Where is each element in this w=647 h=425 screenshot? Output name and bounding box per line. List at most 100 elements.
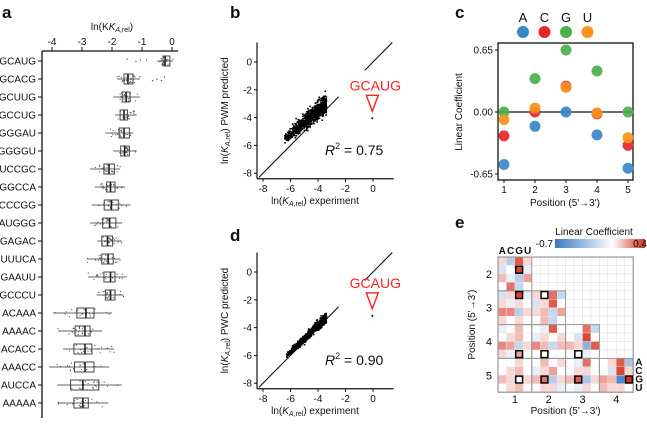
jitter-point — [119, 259, 121, 261]
grid-cell — [590, 282, 600, 292]
heatmap-cell — [557, 332, 566, 342]
jitter-point — [66, 404, 68, 406]
heatmap-cell — [531, 375, 541, 384]
y-tick-label: -6 — [243, 141, 252, 152]
jitter-point — [108, 313, 110, 315]
data-point — [294, 134, 296, 137]
data-point — [298, 130, 300, 132]
heatmap-cell — [548, 366, 558, 376]
jitter-point — [57, 401, 59, 404]
data-point — [321, 96, 324, 99]
grid-cell — [599, 265, 609, 275]
data-point — [302, 119, 305, 122]
jitter-point — [113, 243, 115, 245]
jitter-point — [120, 136, 122, 138]
jitter-point — [119, 166, 121, 168]
jitter-point — [133, 81, 136, 83]
data-point — [301, 123, 304, 126]
grid-cell — [616, 273, 625, 283]
jitter-point — [103, 258, 106, 261]
heatmap-cell — [607, 366, 617, 376]
data-point — [315, 327, 318, 329]
grid-cell — [599, 332, 609, 342]
heatmap-cell — [557, 290, 566, 300]
data-point — [285, 135, 287, 138]
grid-cell — [599, 307, 609, 317]
heatmap-cell — [497, 273, 507, 283]
jitter-point — [93, 380, 95, 383]
col-position-label: 3 — [579, 394, 585, 406]
x-tick-label: 2 — [532, 185, 538, 196]
row-nt-label: G — [635, 374, 643, 385]
grid-cell — [590, 307, 600, 317]
data-point — [312, 120, 315, 122]
box-GCACG — [116, 73, 141, 85]
heatmap-cell — [548, 299, 558, 308]
grid-cell — [599, 256, 609, 266]
heatmap-cell — [514, 307, 524, 317]
heatmap-cell — [523, 383, 532, 393]
data-point — [318, 325, 321, 328]
jitter-point — [113, 257, 116, 259]
data-point — [297, 346, 300, 349]
data-point — [310, 330, 313, 333]
category-label: ACAAA — [2, 309, 36, 320]
outlier-point — [135, 60, 137, 63]
jitter-point — [125, 146, 127, 149]
outlier-point — [151, 80, 154, 82]
data-point — [322, 316, 325, 319]
heatmap-cell — [540, 307, 549, 317]
data-point — [298, 125, 300, 127]
data-point — [314, 117, 317, 120]
grid-cell — [540, 256, 549, 266]
data-point — [298, 341, 301, 343]
jitter-point — [101, 167, 103, 170]
jitter-point — [119, 96, 121, 98]
jitter-point — [88, 333, 90, 335]
heatmap-cell — [557, 375, 566, 384]
box-GGGAU — [105, 127, 134, 139]
data-point — [321, 104, 323, 106]
data-point — [300, 337, 302, 340]
jitter-point — [123, 95, 125, 97]
data-point — [290, 127, 293, 130]
jitter-point — [133, 114, 135, 116]
jitter-point — [78, 312, 80, 314]
grid-cell — [573, 282, 583, 292]
grid-cell — [565, 315, 575, 325]
data-point — [325, 98, 328, 100]
jitter-point — [118, 277, 121, 279]
heatmap-cell — [565, 332, 575, 342]
data-point — [304, 337, 307, 340]
jitter-point — [125, 134, 127, 136]
data-point — [303, 121, 305, 123]
grid-cell — [565, 290, 575, 300]
heatmap-cell — [573, 324, 583, 334]
panel-label-c: c — [455, 3, 464, 22]
point-U — [622, 132, 634, 144]
box — [162, 55, 171, 67]
jitter-point — [101, 406, 103, 408]
data-point — [285, 133, 288, 136]
jitter-point — [127, 100, 130, 102]
jitter-point — [107, 219, 109, 222]
heatmap-cell — [548, 375, 558, 384]
data-point — [304, 113, 307, 115]
category-label: GCACG — [0, 75, 36, 86]
jitter-point — [78, 387, 80, 389]
heatmap-cell — [531, 324, 541, 334]
grid-cell — [599, 290, 609, 300]
data-point — [298, 123, 300, 126]
data-point — [320, 315, 322, 317]
grid-cell — [540, 282, 549, 292]
jitter-point — [80, 388, 82, 390]
jitter-point — [117, 118, 119, 120]
data-point — [324, 322, 327, 324]
heatmap-cell — [514, 256, 524, 266]
data-point — [315, 326, 317, 328]
heatmap-cell — [497, 307, 507, 317]
heatmap-cell — [557, 307, 566, 317]
jitter-point — [83, 308, 85, 310]
jitter-point — [120, 77, 122, 79]
data-point — [323, 105, 325, 108]
